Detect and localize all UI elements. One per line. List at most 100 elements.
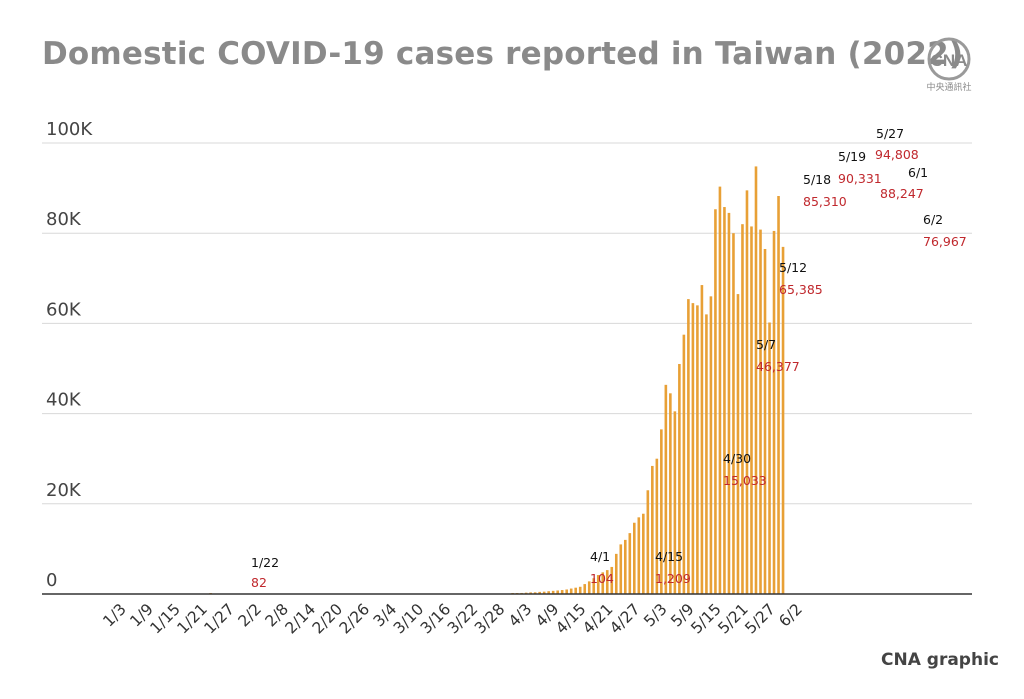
x-axis-ticks: 1/31/91/151/211/272/22/82/142/202/263/43… xyxy=(99,600,805,637)
bar xyxy=(669,393,672,594)
bar xyxy=(687,299,690,594)
y-tick-label: 60K xyxy=(46,299,82,320)
bar xyxy=(542,591,546,594)
y-tick-label: 20K xyxy=(46,480,82,501)
bar xyxy=(551,590,555,594)
annotation-date: 4/15 xyxy=(655,549,683,564)
annotation-value: 15,033 xyxy=(723,473,767,488)
annotation-date: 5/18 xyxy=(803,172,831,187)
annotation-date: 5/19 xyxy=(838,149,866,164)
bars xyxy=(209,166,785,595)
x-tick-label: 6/2 xyxy=(776,600,806,630)
bar xyxy=(691,303,695,594)
credit-label: CNA graphic xyxy=(881,650,999,670)
bar xyxy=(718,186,722,595)
bar xyxy=(777,196,780,594)
annotations: 1/22 82 4/1 104 4/15 1,209 4/30 15,033 5/7 46,377… xyxy=(251,126,967,590)
bar xyxy=(633,522,636,594)
bar xyxy=(759,229,762,594)
annotation-value: 90,331 xyxy=(838,171,882,186)
x-tick-label: 2/26 xyxy=(336,600,373,637)
bar xyxy=(642,513,645,594)
annotation-date: 4/30 xyxy=(723,451,751,466)
x-tick-label: 2/2 xyxy=(235,600,265,630)
annotation-date: 5/7 xyxy=(756,337,776,352)
bar xyxy=(587,581,591,594)
bar xyxy=(732,233,735,594)
bar xyxy=(723,207,726,595)
bar xyxy=(619,544,623,594)
bar xyxy=(768,322,771,594)
bar xyxy=(637,517,641,594)
y-tick-label: 80K xyxy=(46,209,82,230)
bar xyxy=(705,314,708,594)
bar xyxy=(727,212,731,594)
bar xyxy=(741,224,744,594)
y-tick-label: 100K xyxy=(46,119,93,140)
bar xyxy=(623,539,627,594)
x-tick-label: 5/27 xyxy=(742,600,779,637)
bar xyxy=(628,533,632,595)
annotation-value: 1,209 xyxy=(655,571,691,586)
bar xyxy=(673,411,677,595)
bar xyxy=(736,294,740,594)
bar xyxy=(660,429,663,594)
grid-lines xyxy=(42,142,972,505)
annotation-value: 88,247 xyxy=(880,186,924,201)
bar xyxy=(601,572,605,594)
annotation-value: 94,808 xyxy=(875,147,919,162)
bar xyxy=(569,588,573,594)
bar xyxy=(700,285,704,594)
annotation-date: 6/1 xyxy=(908,165,928,180)
annotation-date: 4/1 xyxy=(590,549,610,564)
bar xyxy=(565,589,568,594)
x-tick-label: 5/3 xyxy=(640,600,670,630)
annotation-value: 46,377 xyxy=(756,359,800,374)
bar xyxy=(614,553,618,594)
bar xyxy=(678,363,681,594)
chart-title: Domestic COVID-19 cases reported in Taiw… xyxy=(42,36,964,72)
y-tick-label: 0 xyxy=(46,570,57,591)
logo-subtext: 中央通訊社 xyxy=(926,81,971,92)
x-tick-label: 1/27 xyxy=(201,600,238,637)
bar xyxy=(583,584,587,594)
x-tick-label: 4/3 xyxy=(505,600,535,630)
bar xyxy=(529,592,532,594)
y-axis-ticks: 0 20K 40K 60K 80K 100K xyxy=(46,119,93,591)
y-tick-label: 40K xyxy=(46,390,82,411)
bar xyxy=(682,334,686,594)
annotation-value: 65,385 xyxy=(779,282,823,297)
x-tick-label: 4/27 xyxy=(606,600,643,637)
bar xyxy=(592,578,596,595)
bar xyxy=(646,490,650,594)
x-tick-label: 1/3 xyxy=(99,600,129,630)
bar xyxy=(556,590,559,594)
bar xyxy=(533,592,537,594)
cna-logo: CNA 中央通訊社 xyxy=(926,37,972,92)
bar xyxy=(664,384,668,594)
bar xyxy=(578,586,582,594)
bar xyxy=(781,246,785,594)
bar xyxy=(610,566,614,594)
bar xyxy=(605,570,609,594)
bar xyxy=(772,230,776,594)
bar xyxy=(547,591,550,594)
logo-text: CNA xyxy=(931,51,968,70)
annotation-value: 104 xyxy=(590,571,614,586)
bar xyxy=(596,575,600,594)
x-tick-label: 3/28 xyxy=(471,600,508,637)
bar xyxy=(538,591,541,594)
bar xyxy=(696,305,699,594)
bar xyxy=(655,458,659,594)
annotation-date: 1/22 xyxy=(251,555,279,570)
bar xyxy=(754,166,758,595)
annotation-value: 76,967 xyxy=(923,234,967,249)
bar xyxy=(745,190,749,595)
annotation-value: 82 xyxy=(251,575,267,590)
bar xyxy=(714,209,717,594)
bar xyxy=(763,248,767,595)
bar xyxy=(651,465,654,594)
annotation-date: 5/27 xyxy=(876,126,904,141)
bar xyxy=(750,226,753,594)
